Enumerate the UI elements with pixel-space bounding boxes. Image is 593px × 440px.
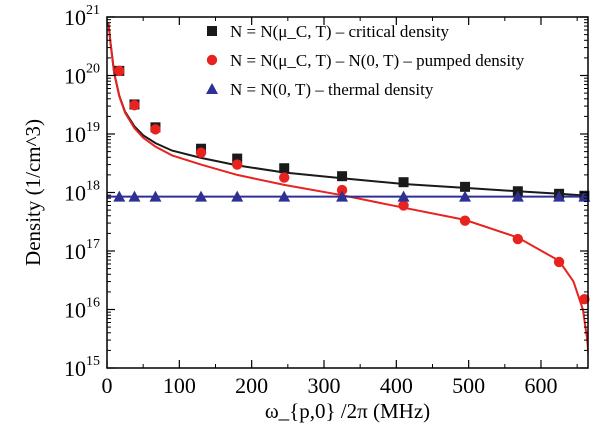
circle-marker bbox=[459, 215, 471, 226]
circle-marker bbox=[579, 293, 590, 305]
circle-marker bbox=[336, 184, 348, 196]
x-tick-label: 600 bbox=[524, 373, 557, 398]
circle-marker bbox=[398, 200, 409, 211]
x-tick-label: 300 bbox=[307, 373, 340, 398]
circle-marker bbox=[231, 159, 243, 170]
square-marker bbox=[232, 153, 243, 164]
triangle-marker bbox=[149, 190, 162, 202]
circle-marker bbox=[553, 256, 565, 268]
y-axis-title: Density (1/cm^3) bbox=[21, 119, 45, 266]
x-tick-label: 200 bbox=[235, 373, 268, 398]
square-marker bbox=[398, 177, 409, 188]
x-tick-label: 0 bbox=[102, 373, 113, 398]
legend: N = N(μ_C, T) – critical density N = N(μ_… bbox=[206, 22, 525, 99]
triangle-marker bbox=[553, 190, 566, 202]
fit-curve-1 bbox=[107, 22, 588, 363]
axis-titles: ω_{p,0} /2π (MHz) Density (1/cm^3) bbox=[21, 119, 430, 423]
legend-label: N = N(μ_C, T) – N(0, T) – pumped density bbox=[230, 51, 525, 70]
tick-labels: 0 100 200 300 400 500 600 1015 1016 1017 1018 1019 1… bbox=[64, 3, 557, 398]
triangle-marker bbox=[195, 190, 208, 202]
y-tick-label: 1017 bbox=[64, 237, 100, 264]
legend-square-icon bbox=[207, 26, 217, 36]
y-tick-label: 1018 bbox=[64, 179, 100, 206]
circle-marker bbox=[279, 172, 290, 183]
triangle-marker bbox=[113, 190, 126, 202]
triangle-marker bbox=[231, 190, 244, 202]
y-tick-label: 1019 bbox=[64, 120, 100, 147]
circle-marker bbox=[195, 147, 207, 158]
y-tick-label: 1015 bbox=[64, 354, 100, 381]
legend-triangle-icon bbox=[206, 83, 218, 94]
triangle-marker bbox=[459, 190, 472, 202]
triangle-marker bbox=[397, 190, 410, 202]
y-tick-label: 1016 bbox=[64, 296, 100, 323]
triangle-marker bbox=[511, 190, 524, 202]
y-tick-label: 1020 bbox=[64, 62, 100, 89]
x-tick-label: 500 bbox=[452, 373, 485, 398]
circle-marker bbox=[129, 100, 140, 111]
legend-label: N = N(μ_C, T) – critical density bbox=[230, 22, 450, 41]
square-marker bbox=[279, 163, 290, 174]
circle-marker bbox=[512, 233, 524, 245]
triangle-marker bbox=[278, 190, 291, 202]
legend-circle-icon bbox=[206, 54, 218, 66]
circle-marker bbox=[150, 124, 161, 135]
x-tick-label: 400 bbox=[380, 373, 413, 398]
x-axis-title: ω_{p,0} /2π (MHz) bbox=[265, 399, 430, 423]
fit-curves bbox=[107, 22, 588, 363]
data-markers bbox=[113, 65, 591, 305]
square-marker bbox=[337, 171, 348, 182]
legend-label: N = N(0, T) – thermal density bbox=[230, 80, 434, 99]
x-tick-label: 100 bbox=[163, 373, 196, 398]
y-tick-label: 1021 bbox=[64, 3, 100, 30]
triangle-marker bbox=[128, 190, 141, 202]
circle-marker bbox=[114, 65, 125, 77]
axes bbox=[106, 16, 589, 369]
square-marker bbox=[460, 181, 471, 192]
triangle-marker bbox=[336, 190, 349, 202]
fit-curve-0 bbox=[107, 22, 588, 197]
